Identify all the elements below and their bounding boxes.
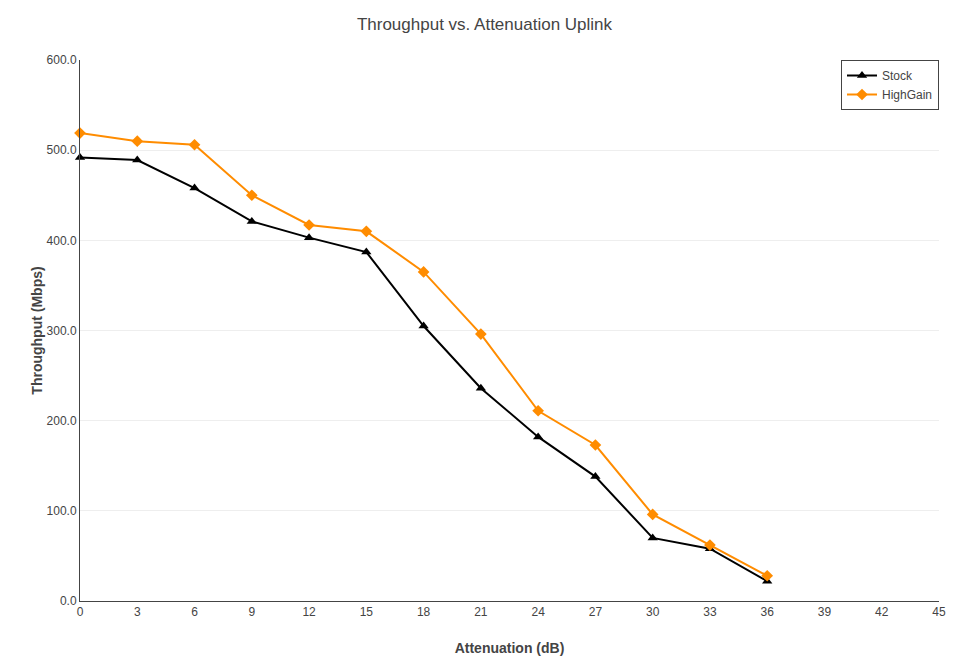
svg-text:0.0: 0.0 — [60, 594, 77, 608]
svg-text:HighGain: HighGain — [882, 88, 932, 102]
svg-text:15: 15 — [360, 605, 374, 619]
svg-text:12: 12 — [302, 605, 316, 619]
svg-text:42: 42 — [875, 605, 889, 619]
svg-text:500.0: 500.0 — [47, 143, 77, 157]
svg-text:39: 39 — [818, 605, 832, 619]
svg-text:Attenuation (dB): Attenuation (dB) — [455, 640, 565, 656]
svg-text:30: 30 — [646, 605, 660, 619]
svg-text:6: 6 — [191, 605, 198, 619]
svg-text:27: 27 — [589, 605, 603, 619]
svg-text:21: 21 — [474, 605, 488, 619]
svg-text:600.0: 600.0 — [47, 53, 77, 67]
svg-text:300.0: 300.0 — [47, 324, 77, 338]
svg-text:18: 18 — [417, 605, 431, 619]
svg-text:Throughput vs. Attenuation Upl: Throughput vs. Attenuation Uplink — [357, 15, 613, 34]
svg-text:0: 0 — [77, 605, 84, 619]
svg-text:9: 9 — [248, 605, 255, 619]
svg-text:36: 36 — [761, 605, 775, 619]
svg-text:24: 24 — [531, 605, 545, 619]
svg-text:400.0: 400.0 — [47, 234, 77, 248]
svg-text:200.0: 200.0 — [47, 414, 77, 428]
svg-text:100.0: 100.0 — [47, 504, 77, 518]
svg-text:3: 3 — [134, 605, 141, 619]
svg-text:Throughput (Mbps): Throughput (Mbps) — [29, 266, 45, 394]
svg-text:45: 45 — [932, 605, 946, 619]
svg-text:Stock: Stock — [882, 69, 913, 83]
svg-text:33: 33 — [703, 605, 717, 619]
